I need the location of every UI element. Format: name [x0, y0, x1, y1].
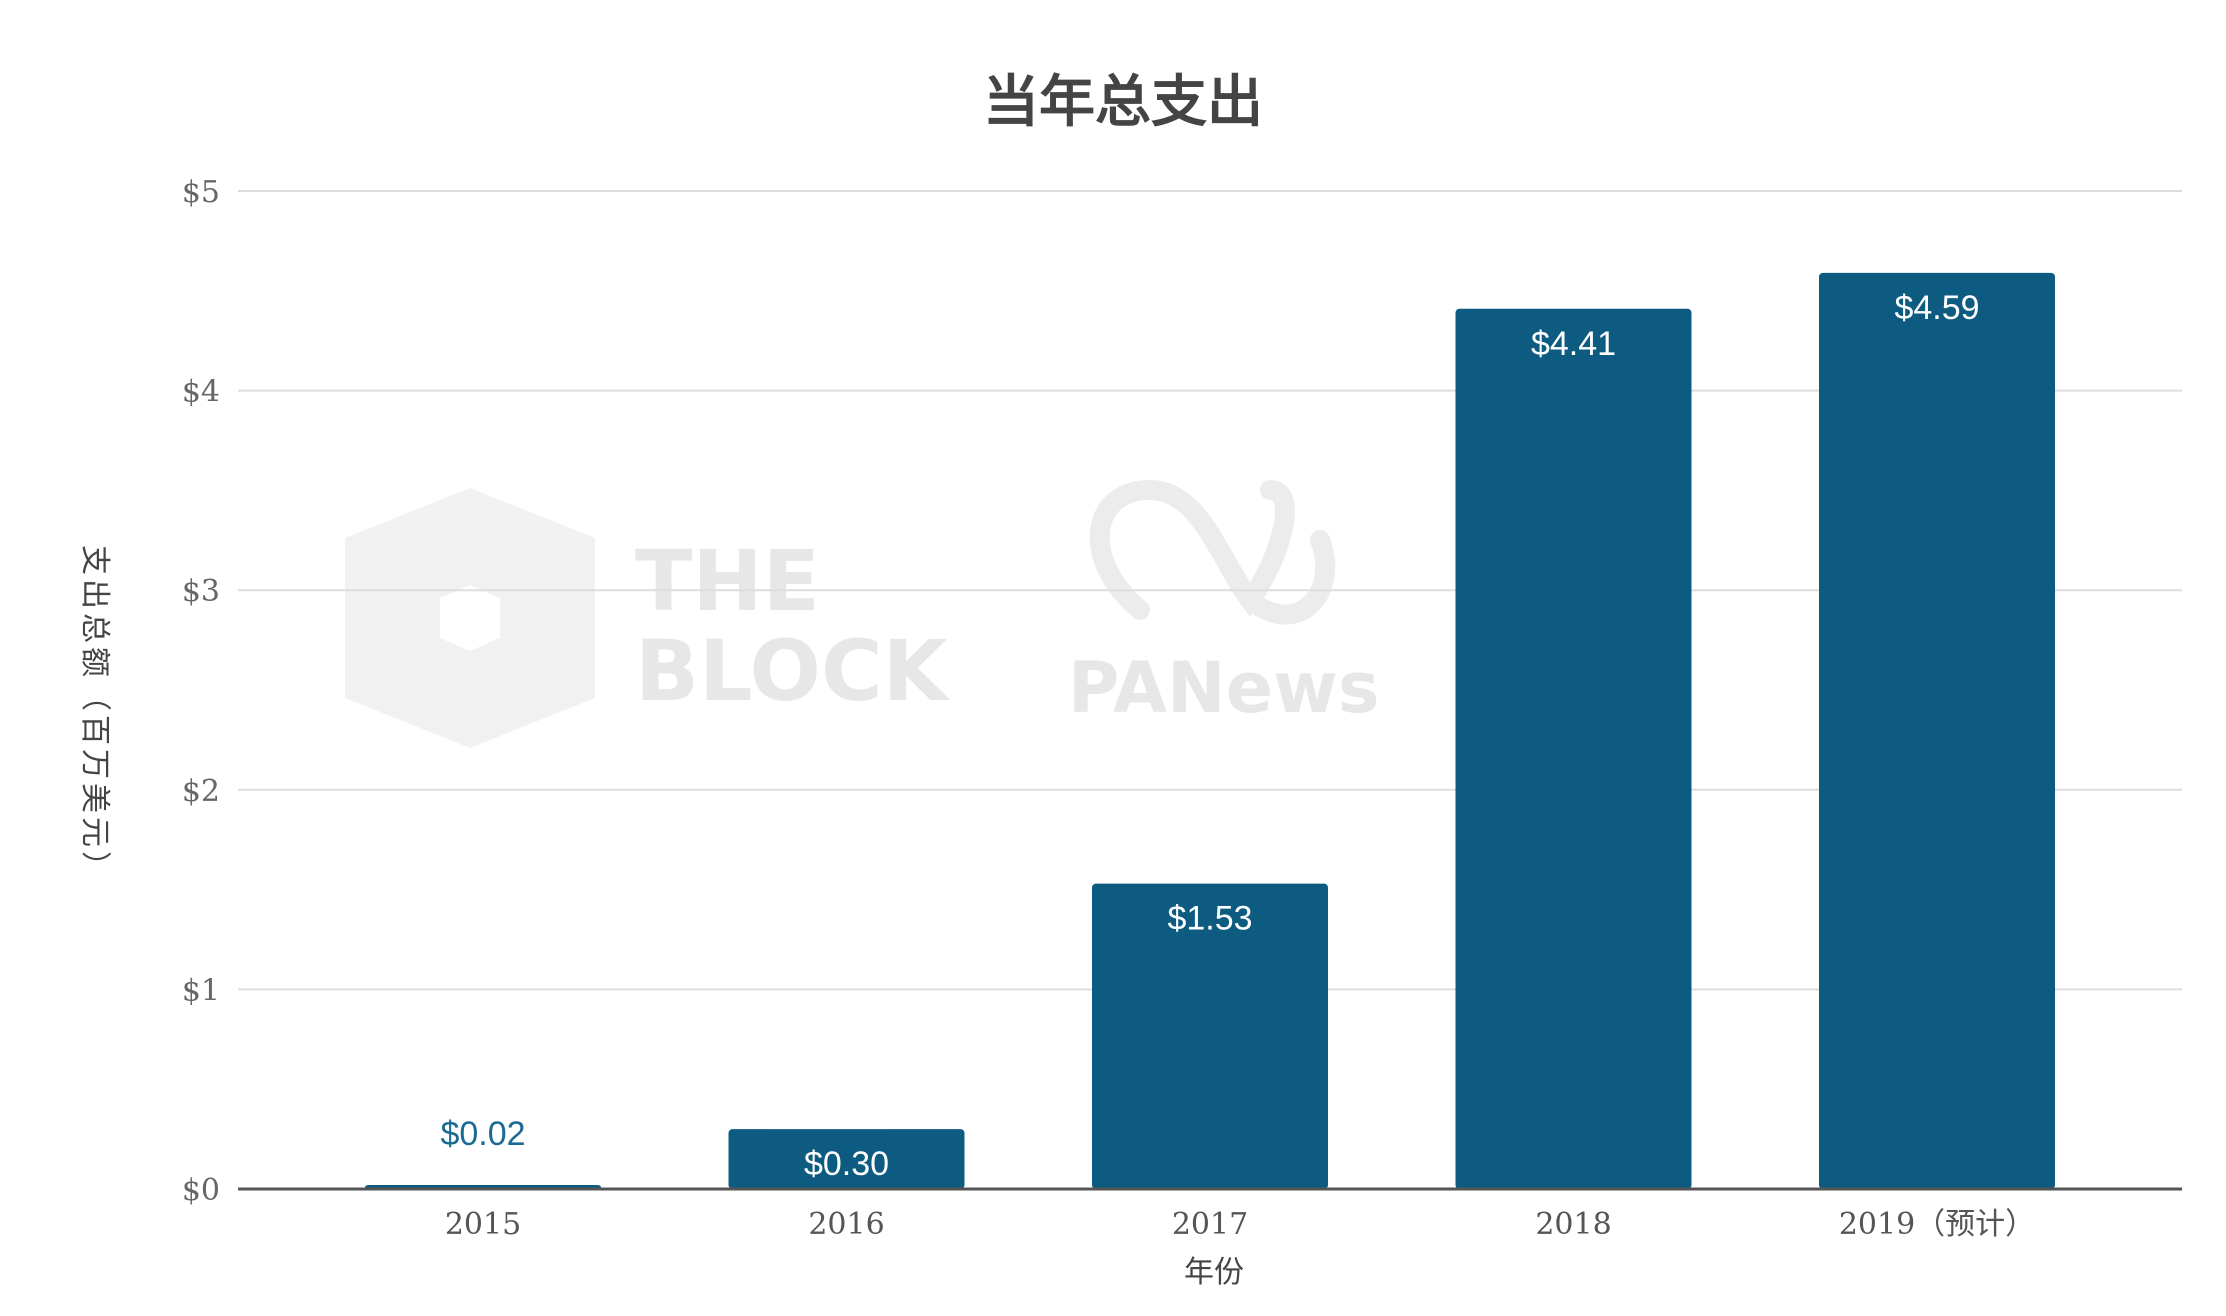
- panews-watermark: PANews: [1068, 479, 1379, 729]
- y-axis-ticks: $0 $1 $2 $3 $4 $5: [182, 175, 220, 1208]
- y-tick-label: $5: [182, 175, 220, 210]
- x-axis-ticks: 2015 2016 2017 2018 2019（预计）: [445, 1207, 2035, 1242]
- y-tick-label: $4: [182, 375, 220, 410]
- bars: [365, 272, 2055, 1189]
- bar-value-label: $0.02: [440, 1115, 525, 1153]
- bar: [1455, 308, 1692, 1189]
- panews-logo-icon: [1089, 479, 1336, 625]
- theblock-watermark-line2: BLOCK: [635, 622, 951, 720]
- x-axis-label: 年份: [1184, 1255, 1244, 1290]
- x-tick-label: 2017: [1172, 1207, 1248, 1242]
- x-tick-label: 2019（预计）: [1839, 1207, 2035, 1242]
- bar: [1819, 272, 2055, 1189]
- bar-value-label: $4.41: [1531, 325, 1616, 363]
- bar-value-label: $4.59: [1894, 289, 1979, 327]
- theblock-watermark-line1: THE: [635, 532, 820, 630]
- y-axis-label: 支出总额（百万美元）: [77, 545, 112, 885]
- theblock-watermark: THE BLOCK: [345, 488, 951, 748]
- y-tick-label: $1: [182, 973, 220, 1008]
- bar-value-label: $0.30: [804, 1145, 889, 1183]
- y-tick-label: $3: [182, 574, 220, 609]
- x-tick-label: 2016: [808, 1207, 884, 1242]
- theblock-logo-inner-icon: [440, 585, 500, 651]
- bar-value-label: $1.53: [1167, 900, 1252, 938]
- panews-watermark-text: PANews: [1068, 647, 1379, 729]
- bar: [728, 1129, 965, 1189]
- x-tick-label: 2015: [445, 1207, 521, 1242]
- x-tick-label: 2018: [1535, 1207, 1611, 1242]
- chart-title: 当年总支出: [983, 70, 1263, 135]
- y-tick-label: $2: [182, 774, 220, 809]
- y-tick-label: $0: [182, 1173, 220, 1208]
- bar-value-labels: $0.02 $0.30 $1.53 $4.41 $4.59: [440, 289, 1979, 1183]
- bar: [1092, 883, 1328, 1189]
